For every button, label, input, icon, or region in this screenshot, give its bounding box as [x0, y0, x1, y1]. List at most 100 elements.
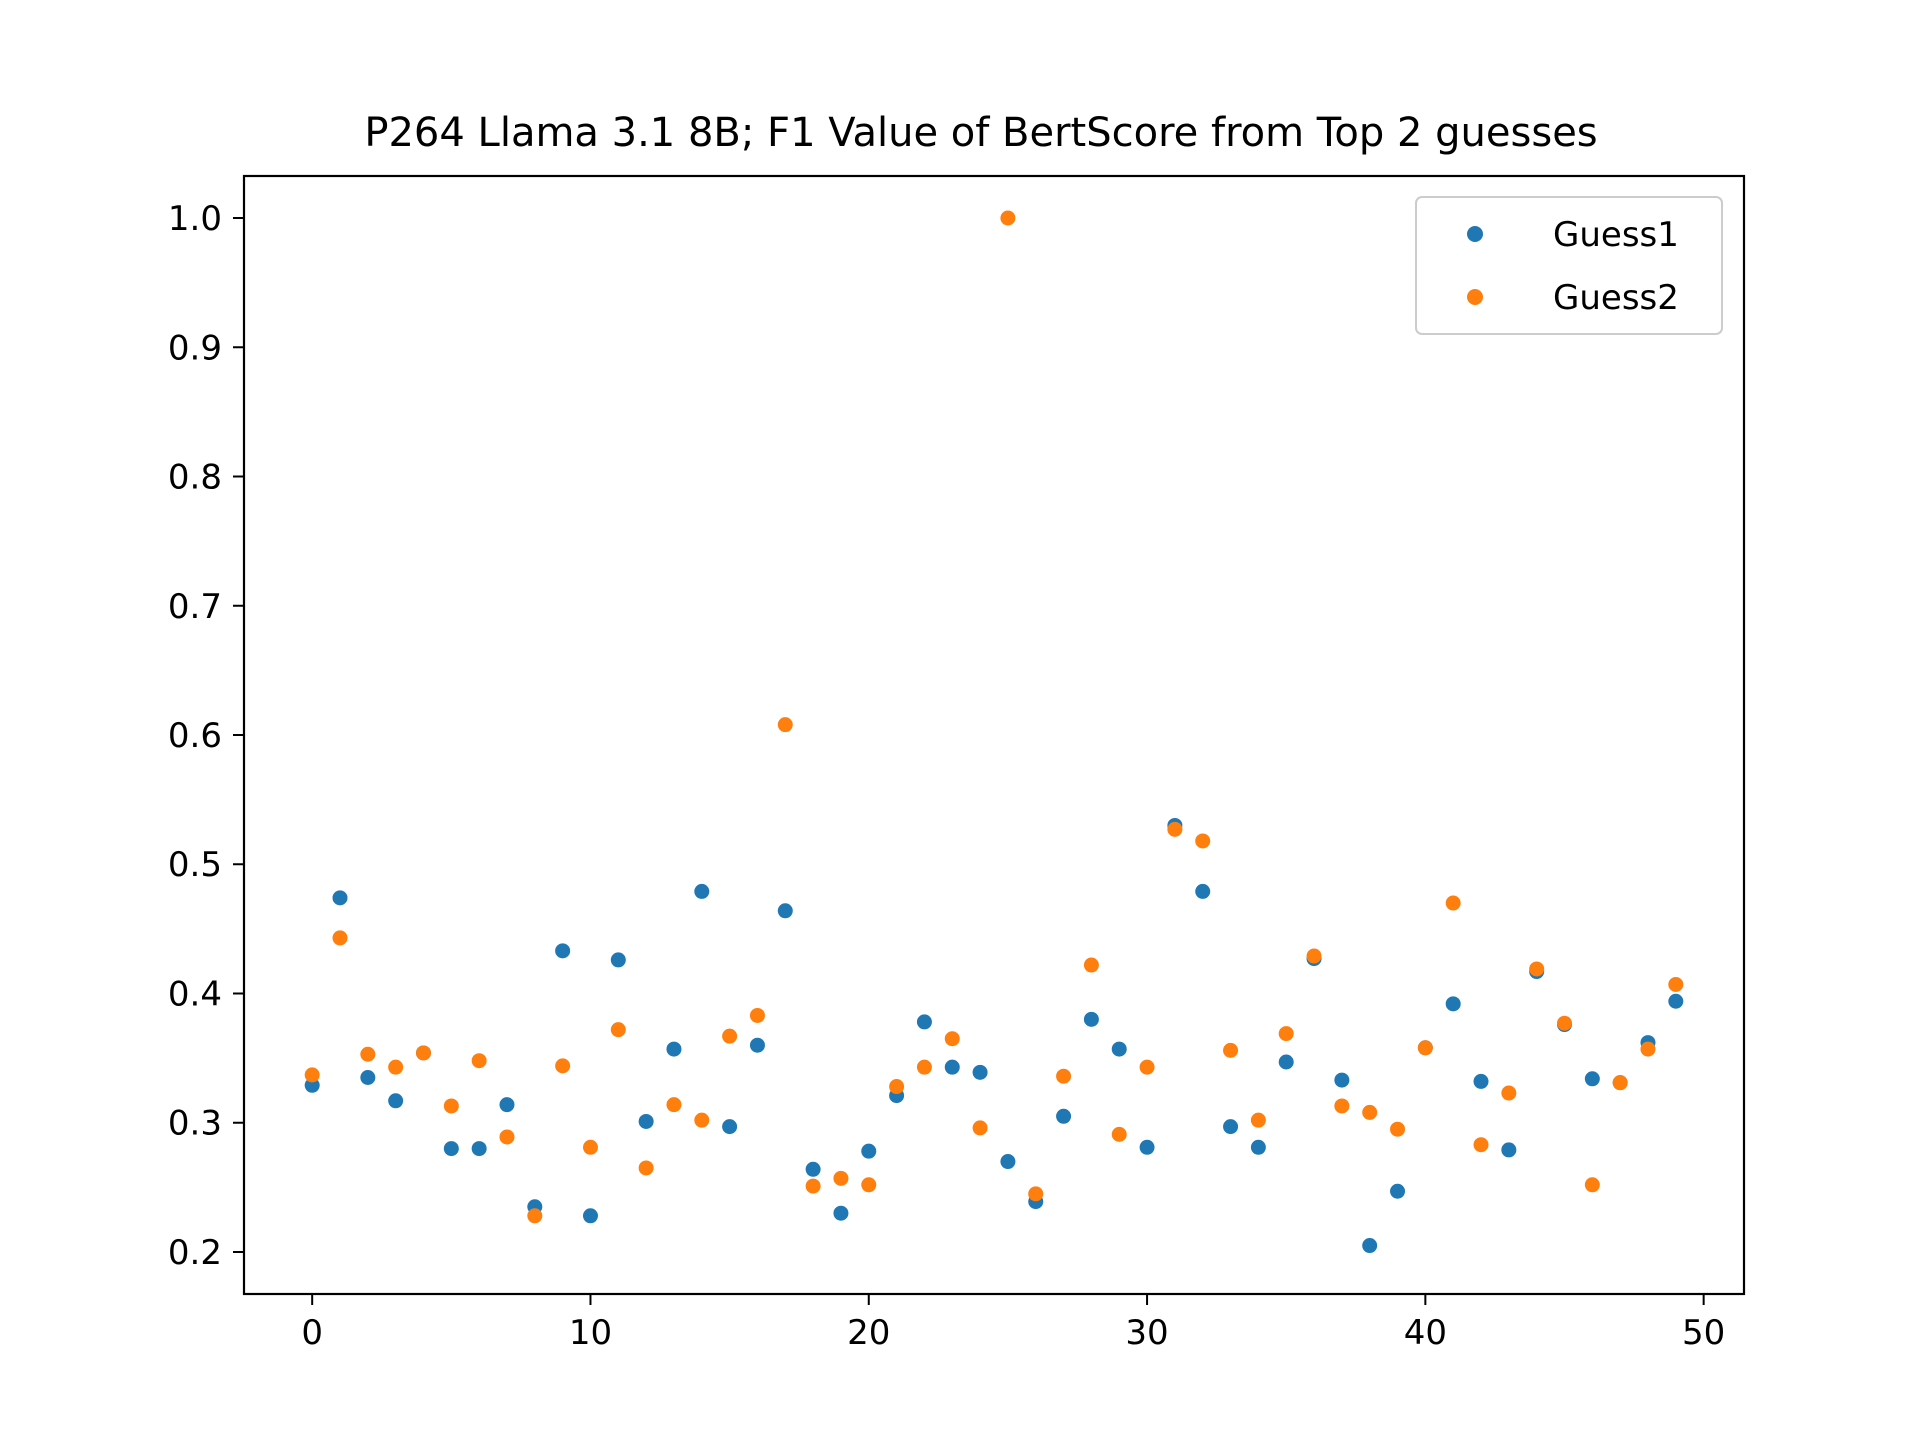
legend-marker-guess2 [1467, 289, 1483, 305]
y-tick-label: 0.7 [168, 587, 222, 627]
x-tick-label: 20 [847, 1313, 890, 1353]
point-guess2 [972, 1120, 988, 1136]
y-tick-label: 0.3 [168, 1104, 222, 1144]
x-tick-label: 30 [1125, 1313, 1168, 1353]
point-guess2 [555, 1058, 571, 1074]
point-guess1 [499, 1097, 515, 1113]
point-guess2 [1278, 1026, 1294, 1042]
point-guess2 [332, 930, 348, 946]
point-guess2 [1334, 1098, 1350, 1114]
point-guess2 [527, 1208, 543, 1224]
point-guess2 [471, 1053, 487, 1069]
point-guess1 [694, 883, 710, 899]
x-tick-label: 10 [569, 1313, 612, 1353]
point-guess1 [471, 1141, 487, 1157]
point-guess1 [777, 903, 793, 919]
point-guess1 [443, 1141, 459, 1157]
point-guess1 [360, 1070, 376, 1086]
point-guess1 [944, 1059, 960, 1075]
point-guess2 [1584, 1177, 1600, 1193]
point-guess2 [1612, 1075, 1628, 1091]
legend-label-guess1: Guess1 [1553, 215, 1679, 255]
point-guess2 [1668, 976, 1684, 992]
point-guess2 [1139, 1059, 1155, 1075]
point-guess2 [1028, 1186, 1044, 1202]
point-guess2 [1306, 948, 1322, 964]
y-tick-label: 1.0 [168, 199, 222, 239]
point-guess2 [1000, 210, 1016, 226]
point-guess1 [1083, 1011, 1099, 1027]
point-guess1 [1501, 1142, 1517, 1158]
point-guess1 [722, 1119, 738, 1135]
point-guess1 [388, 1093, 404, 1109]
point-guess2 [833, 1170, 849, 1186]
point-guess1 [304, 1077, 320, 1093]
point-guess1 [1250, 1139, 1266, 1155]
point-guess2 [1445, 895, 1461, 911]
point-guess2 [1390, 1121, 1406, 1137]
point-guess1 [805, 1161, 821, 1177]
point-guess2 [777, 717, 793, 733]
point-guess2 [1223, 1042, 1239, 1058]
point-guess1 [916, 1014, 932, 1030]
point-guess2 [1557, 1015, 1573, 1031]
plot-frame [242, 174, 1746, 1296]
point-guess1 [638, 1113, 654, 1129]
y-tick-label: 0.8 [168, 458, 222, 498]
point-guess1 [610, 952, 626, 968]
point-guess1 [972, 1064, 988, 1080]
point-guess1 [332, 890, 348, 906]
point-guess2 [610, 1022, 626, 1038]
point-guess2 [916, 1059, 932, 1075]
point-guess1 [1584, 1071, 1600, 1087]
point-guess2 [805, 1178, 821, 1194]
point-guess2 [1473, 1137, 1489, 1153]
y-tick-label: 0.6 [168, 716, 222, 756]
x-tick-label: 40 [1404, 1313, 1447, 1353]
point-guess2 [1167, 821, 1183, 837]
y-tick-label: 0.2 [168, 1233, 222, 1273]
x-axis: 0 10 20 30 40 50 [301, 1294, 1725, 1353]
point-guess2 [304, 1067, 320, 1083]
point-guess2 [1195, 833, 1211, 849]
point-guess2 [1529, 961, 1545, 977]
point-guess2 [694, 1112, 710, 1128]
legend-label-guess2: Guess2 [1553, 278, 1679, 318]
legend-marker-guess1 [1467, 226, 1483, 242]
point-guess2 [861, 1177, 877, 1193]
point-guess2 [582, 1139, 598, 1155]
point-guess2 [1250, 1112, 1266, 1128]
y-axis: 0.2 0.3 0.4 0.5 0.6 0.7 0.8 0.9 1.0 [168, 199, 244, 1273]
point-guess1 [1111, 1041, 1127, 1057]
chart-title: P264 Llama 3.1 8B; F1 Value of BertScore… [364, 110, 1597, 156]
point-guess1 [749, 1037, 765, 1053]
point-guess1 [861, 1143, 877, 1159]
point-guess1 [833, 1205, 849, 1221]
y-tick-label: 0.4 [168, 974, 222, 1014]
point-guess2 [1083, 957, 1099, 973]
point-guess1 [1668, 993, 1684, 1009]
point-guess1 [666, 1041, 682, 1057]
point-guess2 [1362, 1104, 1378, 1120]
x-tick-label: 0 [301, 1313, 323, 1353]
y-tick-label: 0.9 [168, 328, 222, 368]
x-tick-label: 50 [1682, 1313, 1725, 1353]
point-guess2 [1111, 1126, 1127, 1142]
point-guess1 [1195, 883, 1211, 899]
point-guess1 [555, 943, 571, 959]
point-guess2 [1056, 1068, 1072, 1084]
point-guess1 [1362, 1238, 1378, 1254]
point-guess2 [889, 1079, 905, 1095]
point-guess2 [1640, 1041, 1656, 1057]
point-guess1 [1473, 1073, 1489, 1089]
point-guess2 [360, 1046, 376, 1062]
point-guess2 [722, 1028, 738, 1044]
legend-box [1415, 196, 1723, 335]
point-guess1 [1445, 996, 1461, 1012]
point-guess2 [749, 1007, 765, 1023]
point-guess2 [499, 1129, 515, 1145]
point-guess2 [638, 1160, 654, 1176]
y-tick-label: 0.5 [168, 845, 222, 885]
point-guess1 [1000, 1154, 1016, 1170]
